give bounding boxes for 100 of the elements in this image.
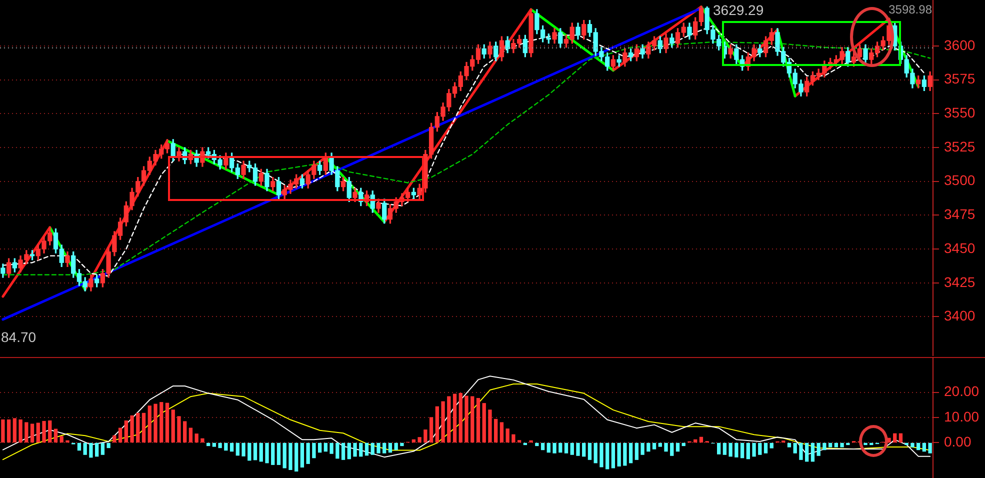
bar [183,421,187,443]
bar [370,442,374,455]
bar [83,442,87,455]
bar [552,442,556,454]
bar [30,424,34,443]
bar [276,442,281,465]
bar [42,420,46,443]
bar [611,442,616,468]
bar [464,396,468,443]
bar [546,442,550,453]
bar [576,442,580,456]
bar [154,404,158,443]
bar [171,410,175,443]
bar [500,422,504,443]
bar [822,442,826,450]
bar [165,402,170,443]
bar [529,440,533,443]
bar [722,442,727,455]
bar [540,442,545,450]
bar [834,442,838,448]
bar [60,436,64,443]
y-tick-label: 20.00 [944,383,980,400]
bar [77,442,82,451]
bar [400,442,404,446]
annotation: 84.70 [1,328,36,345]
bar [364,442,369,456]
bar [470,396,474,443]
bar [840,442,844,448]
y-tick-label: 3575 [944,70,976,87]
bar [18,419,22,443]
bar [670,442,674,456]
bar [623,442,627,466]
bar [306,442,310,464]
bar [564,442,568,454]
bar [799,442,803,460]
bar [517,440,522,443]
y-tick-label: 3450 [944,240,976,256]
bar [288,442,292,470]
bar [558,442,562,453]
y-tick-label: 3500 [944,172,976,188]
bar [928,442,932,454]
bar [746,442,750,460]
y-tick-label: 3525 [944,138,976,154]
bar [24,422,28,443]
bar [106,442,110,448]
bar [148,406,152,443]
bar [922,442,926,452]
bar [640,442,644,455]
bar [793,442,797,454]
bar [388,442,392,453]
bar [699,436,704,443]
bar [66,440,70,443]
bar [787,442,792,448]
bar [347,442,351,460]
bar [353,442,357,457]
bar [259,442,263,462]
bar [582,442,586,457]
bar [810,442,815,462]
bar [764,442,768,454]
bar [600,442,604,468]
bar [1,419,5,443]
bar [512,434,516,443]
bar [588,442,592,460]
bar [898,433,903,443]
y-tick-label: 3425 [944,274,976,290]
bar [89,442,93,458]
bar [94,442,99,457]
bar [447,396,451,443]
bar [54,428,58,443]
bar [124,420,128,443]
bar [676,442,680,452]
bar [482,403,486,443]
bar [435,406,439,443]
bar [236,442,240,456]
bar [394,442,398,450]
y-tick-label: 3550 [944,104,976,121]
bar [805,442,809,462]
bar [218,442,222,448]
y-tick-label: 10.00 [944,408,980,424]
bar [864,442,868,446]
bar [770,442,774,448]
bar [341,442,346,460]
bar [300,442,304,468]
bar [48,420,52,443]
bar [294,442,298,472]
bar [494,418,498,443]
bar [382,442,386,454]
bar [136,412,140,443]
bar [828,442,832,448]
bar [728,442,732,457]
bar [212,442,216,447]
ref-line-label: 3598.98 [888,2,932,16]
bar [142,412,146,443]
bar [752,442,756,457]
bar [200,438,204,443]
bar [816,442,820,456]
bar [441,401,445,443]
bar [734,442,738,458]
bar [248,442,252,461]
bar [910,442,914,448]
